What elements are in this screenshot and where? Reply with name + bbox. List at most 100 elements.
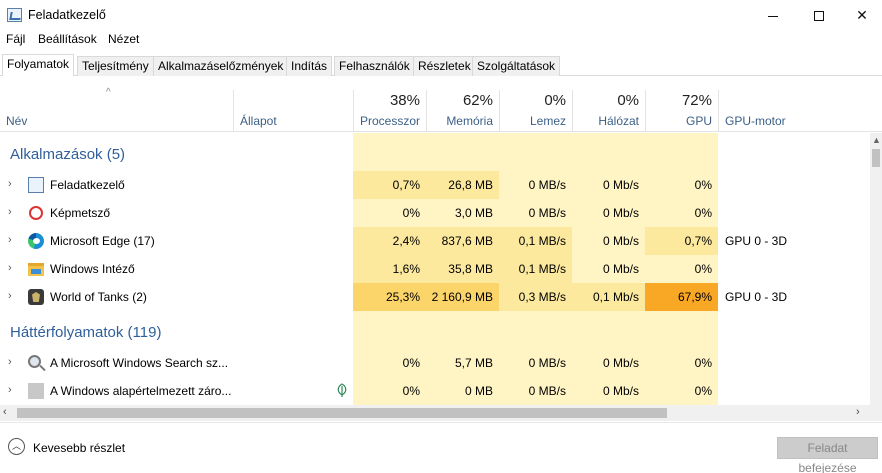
tab-users[interactable]: Felhasználók [334,56,415,76]
net-cell: 0 Mb/s [602,262,639,276]
expand-chevron-icon[interactable]: › [8,384,12,396]
header-gpu-engine[interactable]: GPU-motor [725,114,786,128]
close-button[interactable]: ✕ [842,0,882,30]
vertical-scrollbar[interactable]: ▲ [870,133,882,405]
collapse-chevron-icon[interactable]: ︿ [8,438,25,455]
cpu-cell: 0% [402,206,420,220]
vertical-scroll-thumb[interactable] [872,149,880,167]
title-bar: Feladatkezelő ✕ [0,0,882,30]
header-name[interactable]: Név [6,114,28,128]
menu-settings[interactable]: Beállítások [38,32,97,46]
task-manager-icon [28,177,44,193]
edge-icon [28,233,44,249]
header-status[interactable]: Állapot [240,114,277,128]
expand-chevron-icon[interactable]: › [8,206,12,218]
gpu-cell: 0,7% [645,227,718,255]
tab-app-history[interactable]: Alkalmazáselőzmények [153,56,289,76]
network-column-bg [572,133,645,405]
group-header-apps[interactable]: Alkalmazások (5) [10,146,126,163]
maximize-button[interactable] [796,0,842,30]
close-icon: ✕ [856,7,868,23]
mem-cell: 3,0 MB [454,206,493,220]
horizontal-scrollbar[interactable]: ‹ › [0,405,870,421]
minimize-button[interactable] [750,0,796,30]
horizontal-scroll-thumb[interactable] [17,408,667,418]
process-row[interactable]: › Windows Intéző 1,6% 35,8 MB 0,1 MB/s 0 Mb/s… [0,255,870,283]
menu-file[interactable]: Fájl [6,32,26,46]
net-cell: 0 Mb/s [602,206,639,220]
process-name: Microsoft Edge (17) [50,234,155,248]
fewer-details-link[interactable]: Kevesebb részlet [33,441,126,455]
mem-cell: 5,7 MB [454,356,493,370]
gpu-cell: 0% [694,384,712,398]
expand-chevron-icon[interactable]: › [8,290,12,302]
scroll-right-icon[interactable]: › [856,406,860,418]
footer: ︿ Kevesebb részlet Feladat befejezése [0,422,882,473]
column-divider[interactable] [645,90,646,132]
mem-cell: 26,8 MB [426,171,499,199]
scroll-up-icon[interactable]: ▲ [872,135,881,145]
process-row[interactable]: › World of Tanks (2) 25,3% 2 160,9 MB 0,3 MB… [0,283,870,311]
maximize-icon [814,11,824,22]
menu-view[interactable]: Nézet [108,32,140,46]
gpu-cell: 0% [694,206,712,220]
gpu-cell: 67,9% [645,283,718,311]
net-cell: 0,1 Mb/s [572,283,645,311]
disk-label: Lemez [529,114,566,128]
tab-services[interactable]: Szolgáltatások [472,56,561,76]
process-name: Windows Intéző [50,262,135,276]
disk-cell: 0 MB/s [528,206,566,220]
cpu-label: Processzor [359,114,420,128]
expand-chevron-icon[interactable]: › [8,234,12,246]
process-row[interactable]: › A Microsoft Windows Search sz... 0% 5,7 M… [0,349,870,377]
gpu-column-bg [645,133,718,405]
sort-up-icon: ^ [106,87,111,98]
process-row[interactable]: › Feladatkezelő 0,7% 26,8 MB 0 MB/s 0 Mb/s 0% [0,171,870,199]
gpu-label: GPU [685,114,712,128]
process-row[interactable]: › A Windows alapértelmezett záro... 0% 0 MB… [0,377,870,405]
disk-cell: 0,3 MB/s [499,283,572,311]
cpu-cell: 1,6% [353,255,426,283]
tab-startup[interactable]: Indítás [286,56,333,76]
net-cell: 0 Mb/s [602,356,639,370]
process-row[interactable]: › Microsoft Edge (17) 2,4% 837,6 MB 0,1 MB/s… [0,227,870,255]
end-task-button[interactable]: Feladat befejezése [777,437,878,473]
cpu-cell: 0,7% [353,171,426,199]
network-total: 0% [617,92,639,109]
tab-performance[interactable]: Teljesítmény [77,56,154,76]
gpu-cell: 0% [694,262,712,276]
cpu-cell: 2,4% [353,227,426,255]
process-name: A Microsoft Windows Search sz... [50,356,229,370]
tab-details[interactable]: Részletek [413,56,476,76]
net-cell: 0 Mb/s [602,384,639,398]
tab-processes[interactable]: Folyamatok [2,54,75,76]
process-row[interactable]: › Képmetsző 0% 3,0 MB 0 MB/s 0 Mb/s 0% [0,199,870,227]
efficiency-mode-leaf-icon [336,383,348,398]
column-divider[interactable] [572,90,573,132]
group-header-background[interactable]: Háttérfolyamatok (119) [10,324,162,341]
column-divider[interactable] [718,90,719,132]
window-title: Feladatkezelő [28,8,106,22]
column-divider[interactable] [426,90,427,132]
scroll-left-icon[interactable]: ‹ [3,406,7,418]
expand-chevron-icon[interactable]: › [8,262,12,274]
generic-process-icon [28,383,44,399]
column-divider[interactable] [353,90,354,132]
memory-label: Memória [446,114,493,128]
task-manager-icon [7,8,22,22]
expand-chevron-icon[interactable]: › [8,356,12,368]
gpu-engine-cell: GPU 0 - 3D [725,234,788,248]
column-divider[interactable] [233,90,234,132]
tab-bar: Folyamatok Teljesítmény Alkalmazáselőzmé… [0,54,882,76]
header-gpu[interactable]: 72% GPU [645,90,718,132]
folder-icon [28,263,44,276]
header-network[interactable]: 0% Hálózat [572,90,645,132]
column-divider[interactable] [499,90,500,132]
expand-chevron-icon[interactable]: › [8,178,12,190]
header-disk[interactable]: 0% Lemez [499,90,572,132]
header-memory[interactable]: 62% Memória [426,90,499,132]
process-name: Feladatkezelő [50,178,125,192]
disk-total: 0% [544,92,566,109]
disk-cell: 0,1 MB/s [499,255,572,283]
header-cpu[interactable]: 38% Processzor [353,90,426,132]
